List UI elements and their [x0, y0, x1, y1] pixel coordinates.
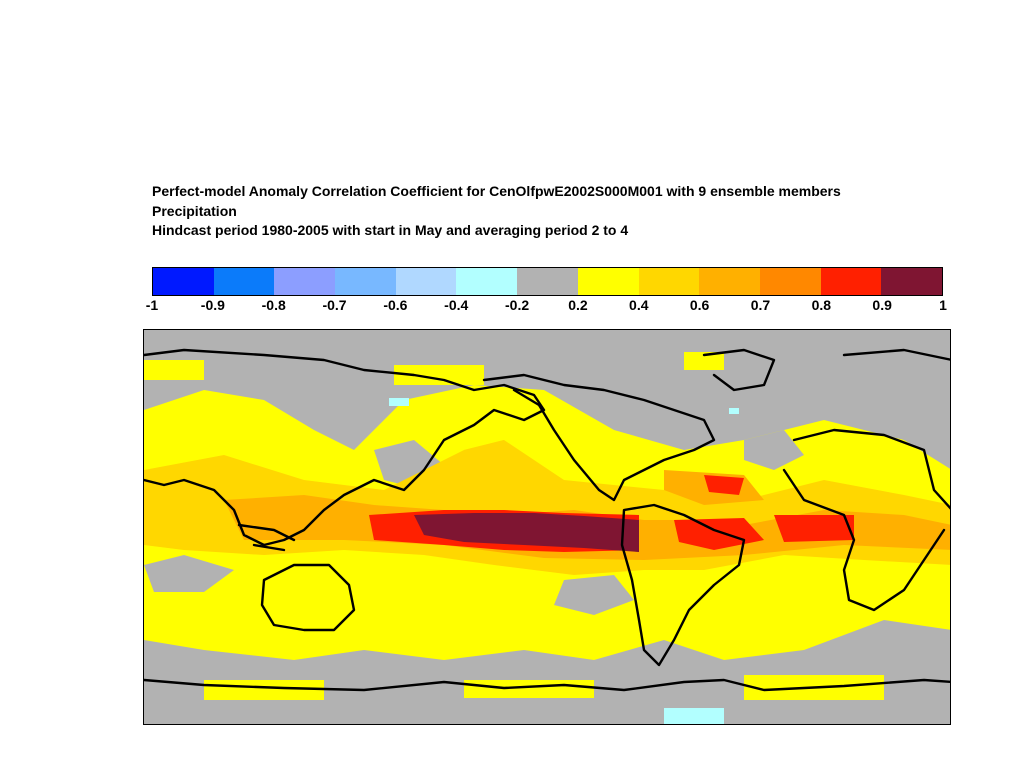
coastline-north-america	[482, 373, 716, 502]
coastline-greenland	[702, 348, 776, 392]
yellow-region	[394, 365, 484, 385]
colorbar-swatch	[638, 268, 700, 295]
yellow-region	[464, 680, 594, 698]
colorbar-swatch	[395, 268, 457, 295]
plot-title: Perfect-model Anomaly Correlation Coeffi…	[152, 182, 841, 241]
colorbar-tick-label: 0.9	[872, 297, 892, 313]
colorbar-tick-label: -0.6	[383, 297, 408, 313]
colorbar-tick-label: 1	[939, 297, 947, 313]
colorbar-tick-label: -0.7	[322, 297, 347, 313]
red-region	[704, 475, 744, 495]
colorbar-swatch	[153, 268, 214, 295]
coastline-indonesia	[237, 523, 296, 542]
colorbar-swatch	[577, 268, 639, 295]
colorbar-swatch	[274, 268, 336, 295]
colorbar-tick-label: 0.7	[750, 297, 771, 313]
correlation-fields	[144, 352, 950, 724]
colorbar-tick-label: 0.6	[689, 297, 710, 313]
colorbar-labels: -1 -0.9 -0.8 -0.7 -0.6 -0.4 -0.2 0.2 0.4 0.6 0.7 0.…	[146, 297, 947, 315]
colorbar-swatch	[699, 268, 760, 295]
colorbar-swatch	[517, 268, 578, 295]
title-line-2: Precipitation	[152, 202, 237, 219]
colorbar-swatch	[335, 268, 396, 295]
colorbar-tick-label: -0.2	[505, 297, 530, 313]
yellow-region	[684, 352, 724, 370]
grey-patch	[554, 575, 634, 615]
colorbar-tick-label: -0.8	[261, 297, 286, 313]
colorbar-swatch	[456, 268, 518, 295]
dark-red-region	[414, 513, 639, 552]
coastlines	[144, 348, 950, 692]
grey-patch	[744, 430, 804, 470]
colorbar-swatch	[759, 268, 821, 295]
coastline-europe-north	[842, 348, 950, 361]
coastline-indonesia	[252, 543, 286, 552]
colorbar-tick-label: -1	[145, 297, 159, 313]
coastline-australia	[260, 563, 356, 632]
colorbar-swatch	[881, 268, 942, 295]
coastline-africa	[782, 468, 946, 612]
red-region	[674, 518, 764, 550]
yellow-region	[144, 360, 204, 380]
light-cyan-region	[389, 398, 409, 406]
light-cyan-region	[729, 408, 739, 414]
colorbar-swatch	[213, 268, 275, 295]
colorbar-tick-label: 0.4	[629, 297, 649, 313]
colorbar-tick-label: 0.8	[811, 297, 832, 313]
coastline-africa-north	[792, 428, 950, 510]
map-canvas	[144, 348, 950, 724]
colorbar-tick-label: 0.2	[568, 297, 588, 313]
colorbar	[152, 267, 943, 296]
red-region	[774, 515, 854, 542]
gold-region	[464, 440, 524, 510]
coastline-eurasia	[144, 348, 546, 547]
yellow-region	[204, 680, 324, 700]
colorbar-tick-label: -0.4	[444, 297, 469, 313]
light-cyan-region	[664, 708, 724, 724]
coastline-antarctica	[144, 678, 950, 692]
colorbar-swatch	[820, 268, 882, 295]
coastline-south-america	[620, 503, 746, 667]
title-line-1: Perfect-model Anomaly Correlation Coeffi…	[152, 183, 841, 199]
correlation-map	[143, 329, 951, 725]
colorbar-tick-label: -0.9	[200, 297, 225, 313]
grey-patch	[144, 555, 234, 592]
title-line-3: Hindcast period 1980-2005 with start in …	[152, 222, 629, 238]
